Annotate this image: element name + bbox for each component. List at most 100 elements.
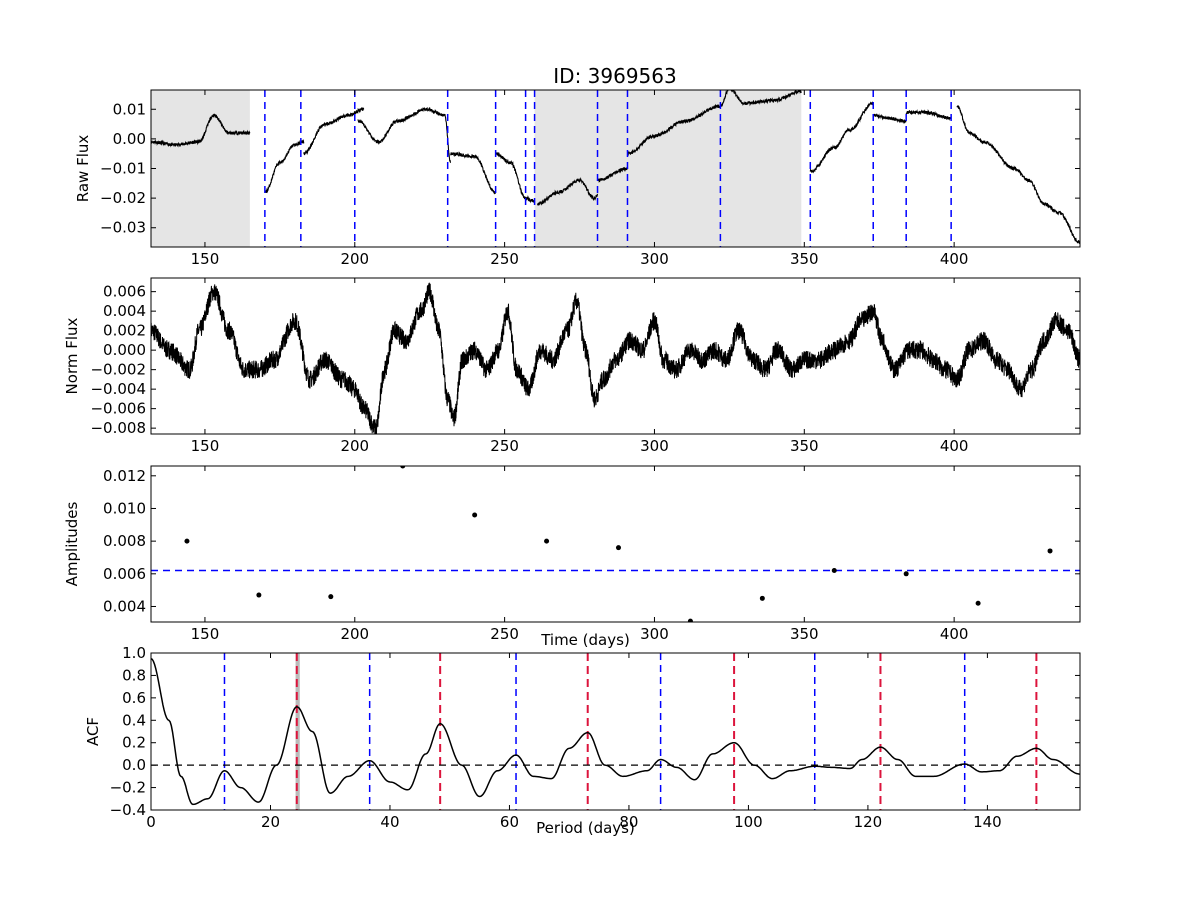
y-tick-label: 0.004 (103, 302, 146, 320)
x-tick-label: 400 (940, 250, 969, 268)
y-tick-label: 0.008 (103, 532, 146, 550)
amplitude-point (975, 600, 981, 606)
shaded-quarter (534, 90, 802, 247)
amplitude-point (544, 538, 550, 544)
raw-flux-segment (495, 152, 527, 200)
x-tick-label: 100 (734, 813, 763, 831)
x-tick-label: 300 (640, 625, 669, 643)
figure-title: ID: 3969563 (553, 64, 676, 88)
raw-flux-segment (450, 151, 497, 195)
y-tick-label: 1.0 (122, 644, 146, 662)
x-tick-label: 250 (490, 250, 519, 268)
y-tick-label: 0.004 (103, 597, 146, 615)
y-tick-label: 0.2 (122, 734, 146, 752)
y-tick-label: 0.01 (113, 100, 146, 118)
axes-frame (150, 277, 1081, 435)
y-tick-label: 0.0 (122, 756, 146, 774)
y-tick-label: 0.6 (122, 689, 146, 707)
y-tick-label: 0.006 (103, 565, 146, 583)
x-tick-label: 250 (490, 437, 519, 455)
y-tick-label: 0.002 (103, 322, 146, 340)
y-tick-label: −0.4 (110, 801, 146, 819)
y-tick-label: 0.012 (103, 467, 146, 485)
y-tick-label: 0.4 (122, 711, 146, 729)
x-tick-label: 40 (380, 813, 399, 831)
x-tick-label: 200 (340, 250, 369, 268)
x-tick-label: 20 (261, 813, 280, 831)
acf-series (151, 657, 1080, 806)
x-tick-label: 400 (940, 437, 969, 455)
amplitude-point (400, 466, 406, 469)
panels: 150 200 250 300 350 400 0.01 0.00 −0.01 −0.02 −0.0… (63, 89, 1081, 837)
y-tick-label: −0.02 (100, 189, 146, 207)
panel-1: 150 200 250 300 350 400 0.01 0.00 −0.01 −0.02 −0.0… (74, 89, 1081, 268)
amplitude-point (256, 592, 262, 598)
x-tick-label: 60 (500, 813, 519, 831)
y-tick-label: −0.002 (90, 361, 146, 379)
x-tick-label: 300 (640, 437, 669, 455)
amplitude-point (687, 618, 693, 622)
x-axis-label: Time (days) (540, 631, 630, 649)
amplitude-point (328, 594, 334, 600)
amplitude-point (615, 545, 621, 551)
amplitude-point (759, 595, 765, 601)
panel-4: 0 20 40 60 80 100 120 140 1.0 0.8 0.6 0.4 0.2 0.0 −0.2… (84, 644, 1081, 837)
y-axis-label: Raw Flux (74, 135, 92, 203)
amplitude-point (1047, 548, 1053, 554)
raw-flux-segment (809, 101, 874, 174)
x-tick-label: 200 (340, 625, 369, 643)
x-tick-label: 200 (340, 437, 369, 455)
raw-flux-segment (151, 113, 251, 148)
raw-flux-segment (872, 113, 907, 124)
raw-flux-segment (719, 90, 802, 108)
y-tick-label: −0.03 (100, 219, 146, 237)
amplitude-point (903, 571, 909, 577)
plot-area (151, 282, 1080, 434)
y-axis-label: Amplitudes (63, 501, 81, 586)
x-tick-label: 400 (940, 625, 969, 643)
x-tick-label: 150 (191, 250, 220, 268)
norm-flux-series (151, 282, 1080, 434)
x-tick-label: 80 (619, 813, 638, 831)
y-tick-label: 0.8 (122, 666, 146, 684)
x-tick-label: 350 (790, 250, 819, 268)
amplitude-point (831, 568, 837, 574)
x-tick-label: 350 (790, 625, 819, 643)
x-tick-label: 150 (191, 625, 220, 643)
raw-flux-segment (905, 109, 952, 121)
y-tick-label: −0.2 (110, 779, 146, 797)
plot-area (151, 90, 1080, 247)
x-tick-label: 150 (191, 437, 220, 455)
y-tick-label: −0.01 (100, 160, 146, 178)
x-tick-label: 250 (490, 625, 519, 643)
y-tick-label: 0.006 (103, 283, 146, 301)
shaded-quarter (151, 90, 250, 247)
plot-area (151, 466, 1080, 622)
y-tick-label: 0.010 (103, 499, 146, 517)
y-tick-label: 0.000 (103, 341, 146, 359)
panel-3: 150 200 250 300 350 400 0.012 0.010 0.008 0.006 0.… (63, 465, 1081, 649)
plot-area (151, 653, 1080, 810)
y-tick-label: 0.00 (113, 130, 146, 148)
x-axis-label: Period (days) (536, 819, 635, 837)
raw-flux-segment (956, 104, 1080, 244)
y-tick-label: −0.008 (90, 419, 146, 437)
raw-flux-segment (537, 176, 599, 206)
y-axis-label: Norm Flux (63, 317, 81, 394)
y-axis-label: ACF (84, 717, 102, 746)
raw-flux-segment (525, 195, 536, 204)
axes-frame (150, 465, 1081, 623)
raw-flux-segment (264, 139, 305, 194)
axes-frame (150, 652, 1081, 811)
x-tick-label: 140 (973, 813, 1002, 831)
amplitude-point (472, 512, 478, 518)
x-tick-label: 350 (790, 437, 819, 455)
x-tick-label: 120 (854, 813, 883, 831)
x-tick-label: 300 (640, 250, 669, 268)
raw-flux-segment (627, 103, 721, 157)
y-tick-label: −0.004 (90, 380, 146, 398)
amplitude-point (184, 538, 190, 544)
raw-flux-segment (303, 107, 365, 156)
